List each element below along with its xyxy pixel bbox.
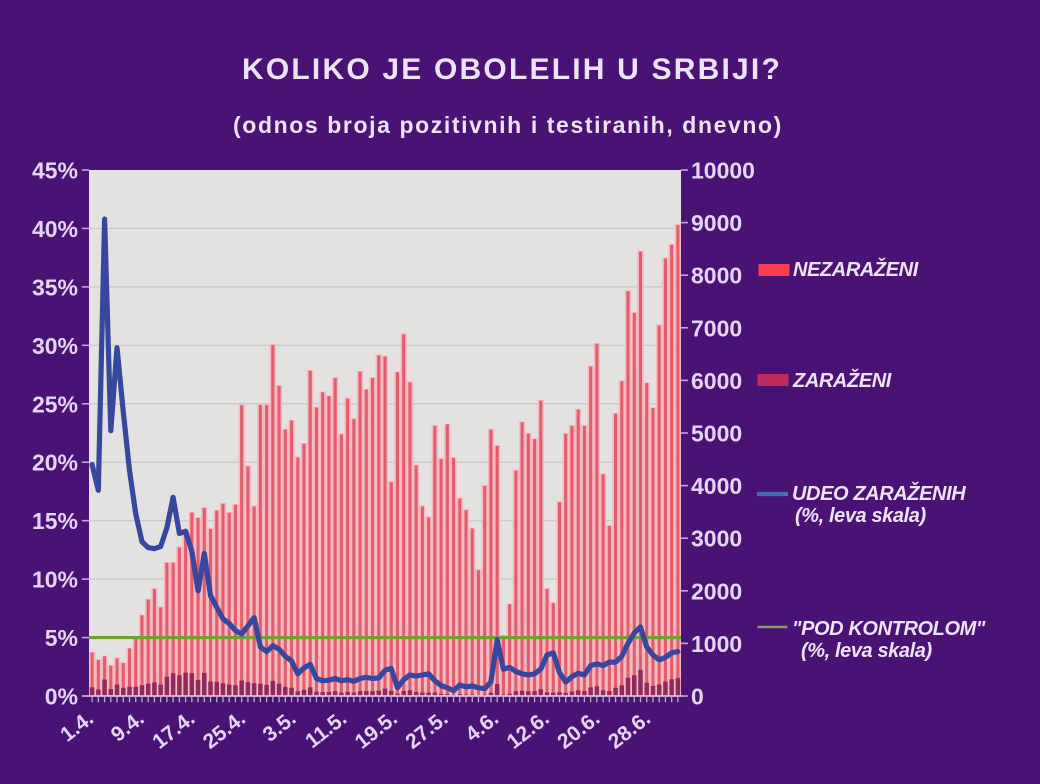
svg-text:3000: 3000 — [691, 526, 742, 552]
svg-text:5000: 5000 — [691, 421, 742, 447]
svg-text:3.5.: 3.5. — [259, 707, 301, 747]
svg-text:UDEO ZARAŽENIH: UDEO ZARAŽENIH — [792, 481, 966, 505]
svg-text:4.6.: 4.6. — [461, 707, 503, 747]
svg-text:30%: 30% — [32, 333, 78, 359]
svg-text:(%, leva skala): (%, leva skala) — [801, 640, 932, 662]
svg-text:11.5.: 11.5. — [301, 707, 351, 753]
svg-text:17.4.: 17.4. — [148, 707, 199, 754]
svg-text:NEZARAŽENI: NEZARAŽENI — [793, 257, 919, 281]
svg-text:25.4.: 25.4. — [199, 707, 250, 754]
svg-text:25%: 25% — [32, 391, 78, 417]
svg-text:4000: 4000 — [691, 473, 742, 499]
svg-text:6000: 6000 — [691, 368, 742, 394]
svg-text:10000: 10000 — [691, 158, 755, 184]
svg-text:1.4.: 1.4. — [56, 707, 98, 747]
svg-text:(%, leva skala): (%, leva skala) — [795, 505, 926, 527]
svg-text:ZARAŽENI: ZARAŽENI — [792, 368, 892, 392]
svg-text:45%: 45% — [32, 158, 78, 184]
svg-text:19.5.: 19.5. — [351, 707, 402, 754]
svg-text:28.6.: 28.6. — [604, 707, 655, 754]
svg-text:5%: 5% — [45, 625, 78, 651]
svg-text:27.5.: 27.5. — [401, 707, 452, 754]
svg-text:(odnos broja pozitivnih i test: (odnos broja pozitivnih i testiranih, dn… — [233, 112, 783, 138]
svg-text:20%: 20% — [32, 450, 78, 476]
svg-text:15%: 15% — [32, 508, 78, 534]
svg-text:2000: 2000 — [691, 578, 742, 604]
svg-text:9000: 9000 — [691, 210, 742, 236]
svg-text:20.6.: 20.6. — [553, 707, 604, 754]
svg-text:12.6.: 12.6. — [503, 707, 554, 754]
svg-text:9.4.: 9.4. — [107, 707, 149, 747]
svg-text:"POD KONTROLOM": "POD KONTROLOM" — [792, 618, 986, 640]
svg-text:1000: 1000 — [691, 631, 742, 657]
svg-text:8000: 8000 — [691, 263, 742, 289]
svg-text:7000: 7000 — [691, 315, 742, 341]
svg-text:35%: 35% — [32, 274, 78, 300]
svg-text:0%: 0% — [45, 684, 78, 710]
svg-text:10%: 10% — [32, 567, 78, 593]
svg-text:40%: 40% — [32, 216, 78, 242]
svg-text:KOLIKO JE OBOLELIH U SRBIJI?: KOLIKO JE OBOLELIH U SRBIJI? — [242, 53, 782, 86]
svg-text:0: 0 — [691, 684, 704, 710]
